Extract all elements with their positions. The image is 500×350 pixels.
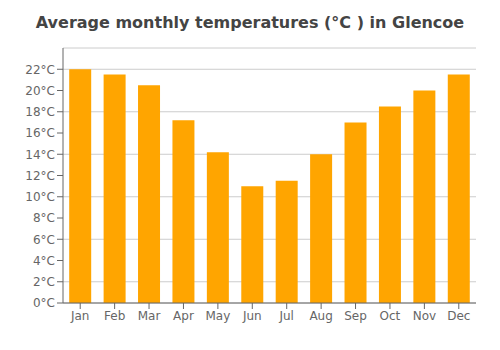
svg-text:Sep: Sep [344, 309, 367, 323]
svg-text:Jan: Jan [70, 309, 90, 323]
svg-text:10°C: 10°C [25, 190, 55, 204]
svg-text:Nov: Nov [413, 309, 436, 323]
html-text:Average monthly temperatures (: Average monthly temperatures (°C ) in Gl… [35, 13, 465, 32]
svg-text:Jun: Jun [242, 309, 262, 323]
svg-text:Aug: Aug [309, 309, 332, 323]
svg-text:Jul: Jul [278, 309, 293, 323]
svg-text:6°C: 6°C [33, 233, 55, 247]
svg-text:16°C: 16°C [25, 126, 55, 140]
svg-text:12°C: 12°C [25, 169, 55, 183]
svg-text:Feb: Feb [104, 309, 125, 323]
svg-text:8°C: 8°C [33, 211, 55, 225]
svg-text:2°C: 2°C [33, 275, 55, 289]
svg-text:0°C: 0°C [33, 296, 55, 310]
svg-text:Mar: Mar [138, 309, 161, 323]
svg-text:Oct: Oct [380, 309, 401, 323]
svg-text:Dec: Dec [447, 309, 470, 323]
svg-text:4°C: 4°C [33, 254, 55, 268]
svg-text:Apr: Apr [173, 309, 194, 323]
svg-text:20°C: 20°C [25, 84, 55, 98]
svg-text:14°C: 14°C [25, 148, 55, 162]
svg-text:22°C: 22°C [25, 63, 55, 77]
svg-text:18°C: 18°C [25, 105, 55, 119]
svg-text:May: May [205, 309, 230, 323]
